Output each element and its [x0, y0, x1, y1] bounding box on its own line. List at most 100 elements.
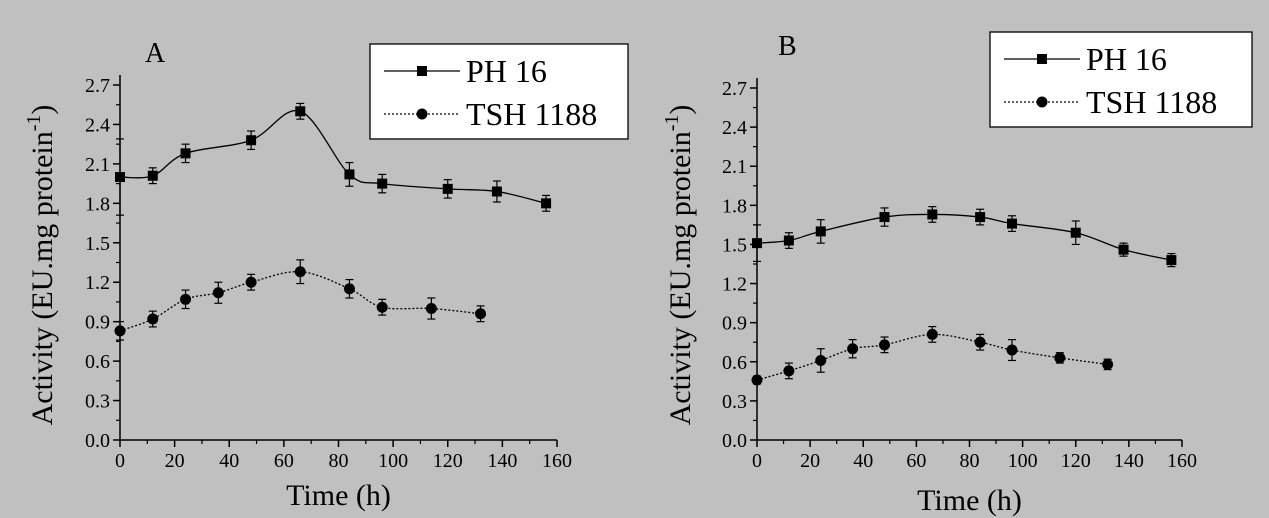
- legend-label: TSH 1188: [1086, 84, 1217, 120]
- data-point: [752, 238, 762, 249]
- y-axis-title: Activity (EU.mg protein-1): [23, 105, 59, 426]
- x-tick-label: 100: [378, 450, 408, 472]
- data-point: [879, 339, 890, 351]
- x-tick-label: 100: [1008, 450, 1038, 472]
- data-point: [927, 209, 938, 220]
- y-axis-title-main: Activity (EU.mg protein: [26, 131, 59, 425]
- y-tick-label: 0.0: [722, 430, 747, 452]
- y-tick-label: 1.8: [85, 193, 110, 215]
- data-point: [376, 301, 388, 313]
- data-point: [783, 235, 794, 246]
- y-tick-label: 2.4: [85, 114, 110, 136]
- y-axis-title: Activity (EU.mg protein-1): [661, 105, 697, 426]
- data-point: [343, 283, 355, 295]
- x-tick-label: 20: [800, 450, 820, 472]
- data-point: [1102, 358, 1114, 370]
- y-tick-label: 0.3: [722, 391, 747, 413]
- x-tick-label: 80: [329, 450, 349, 472]
- legend-marker: [1037, 54, 1047, 64]
- data-point: [541, 198, 552, 209]
- y-axis-title-close: ): [26, 105, 59, 115]
- data-point: [442, 183, 453, 194]
- y-tick-label: 1.2: [722, 274, 747, 296]
- data-point: [491, 186, 502, 197]
- x-tick-label: 140: [487, 450, 517, 472]
- x-tick-label: 160: [1167, 450, 1197, 472]
- y-tick-label: 0.6: [85, 351, 110, 373]
- x-tick-label: 0: [115, 450, 125, 472]
- data-point: [245, 276, 257, 288]
- data-point: [815, 226, 826, 237]
- legend-label: PH 16: [466, 53, 547, 89]
- legend-box: [989, 31, 1253, 128]
- series-tsh-1188: [751, 325, 1114, 386]
- data-point: [180, 293, 192, 305]
- panel-label: A: [145, 38, 166, 69]
- data-point: [344, 169, 355, 180]
- data-point: [1007, 218, 1017, 229]
- data-point: [115, 172, 125, 183]
- series-line: [756, 213, 1172, 261]
- chart-panel-b: 0 20 40 60 80 100 120 140 160 0.0 0.3 0.6 0.9 1.2 1.5 1…: [661, 31, 1253, 517]
- data-point: [114, 325, 126, 337]
- data-point: [1166, 255, 1177, 266]
- data-point: [1054, 352, 1066, 364]
- y-tick-label: 1.8: [722, 195, 747, 217]
- series-line: [119, 271, 481, 332]
- data-point: [879, 212, 890, 223]
- legend-marker: [1036, 96, 1048, 108]
- x-tick-label: 0: [752, 450, 762, 472]
- y-tick-label: 2.7: [85, 75, 110, 97]
- y-tick-label: 0.6: [722, 352, 747, 374]
- x-axis-title: Time (h): [917, 484, 1022, 517]
- y-tick-label: 2.1: [85, 154, 110, 176]
- data-point: [475, 308, 487, 320]
- data-point: [1070, 227, 1081, 238]
- legend-marker: [416, 108, 428, 120]
- data-point: [246, 135, 257, 146]
- x-tick-label: 40: [219, 450, 239, 472]
- x-tick-label: 120: [433, 450, 463, 472]
- data-point: [212, 287, 224, 299]
- legend-marker: [417, 66, 427, 76]
- x-tick-label: 160: [542, 450, 572, 472]
- data-point: [974, 336, 986, 348]
- y-tick-label: 1.5: [85, 233, 110, 255]
- y-tick-label: 2.4: [722, 117, 747, 139]
- legend: PH 16 TSH 1188: [989, 31, 1253, 128]
- data-point: [147, 313, 159, 325]
- x-tick-label: 20: [165, 450, 185, 472]
- x-tick-label: 40: [853, 450, 873, 472]
- data-point: [377, 178, 388, 189]
- y-tick-label: 0.9: [722, 313, 747, 335]
- panel-label: B: [778, 31, 797, 62]
- data-point: [975, 212, 986, 223]
- y-tick-label: 0.3: [85, 391, 110, 413]
- y-tick-label: 1.5: [722, 234, 747, 256]
- data-point: [425, 303, 437, 315]
- x-tick-label: 80: [960, 450, 980, 472]
- legend-label: TSH 1188: [466, 96, 597, 132]
- y-tick-label: 1.2: [85, 272, 110, 294]
- data-point: [751, 374, 763, 386]
- y-tick-label: 2.7: [722, 78, 747, 100]
- y-tick-label: 2.1: [722, 156, 747, 178]
- x-tick-label: 120: [1061, 450, 1091, 472]
- data-point: [180, 148, 191, 159]
- legend-box: [369, 43, 629, 140]
- y-axis-title-superscript: -1: [23, 115, 45, 132]
- data-point: [1006, 344, 1018, 356]
- y-tick-label: 0.9: [85, 312, 110, 334]
- data-point: [783, 365, 795, 377]
- x-axis-title: Time (h): [286, 479, 391, 512]
- data-point: [294, 266, 306, 278]
- data-point: [295, 106, 306, 117]
- data-point: [147, 170, 158, 181]
- series-tsh-1188: [114, 259, 487, 341]
- data-point: [1118, 244, 1129, 255]
- legend-label: PH 16: [1086, 41, 1167, 77]
- series-ph-16: [752, 206, 1177, 268]
- y-tick-label: 0.0: [85, 430, 110, 452]
